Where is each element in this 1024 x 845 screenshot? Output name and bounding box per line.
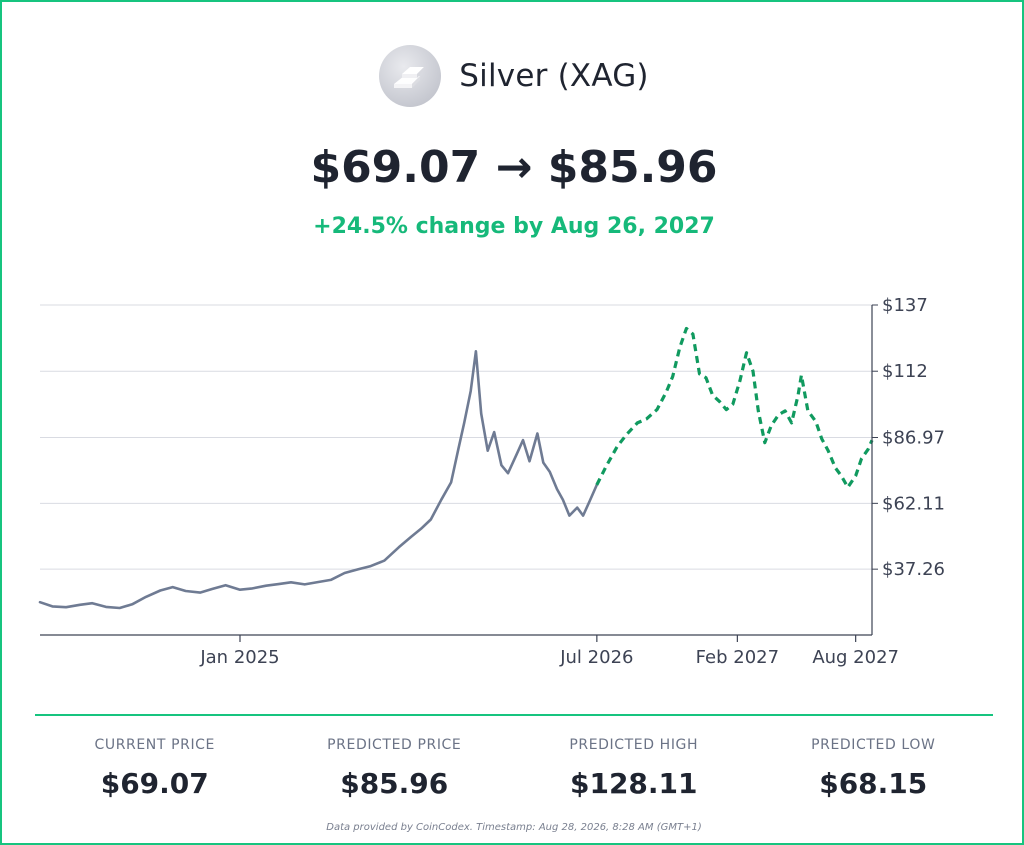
y-tick-label: $112 <box>882 361 928 382</box>
asset-header: Silver (XAG) <box>2 44 1024 108</box>
change-text: +24.5% change by Aug 26, 2027 <box>313 214 715 239</box>
series-layer <box>38 326 874 610</box>
axis-layer: $137 $112 $86.97 $62.11 $37.26 Jan 2025 Jul 20… <box>40 295 945 668</box>
stat-label: PREDICTED PRICE <box>327 737 462 753</box>
x-tick-label: Feb 2027 <box>696 647 779 668</box>
divider <box>35 714 993 716</box>
asset-name: Silver (XAG) <box>459 58 649 94</box>
stat-value: $85.96 <box>340 767 449 800</box>
stats-row: CURRENT PRICE $69.07 PREDICTED PRICE $85… <box>35 737 993 800</box>
stat-value: $69.07 <box>100 767 209 800</box>
price-chart: $137 $112 $86.97 $62.11 $37.26 Jan 2025 Jul 20… <box>38 295 945 668</box>
x-tick-label: Jan 2025 <box>199 647 279 668</box>
stat-predicted-price: PREDICTED PRICE $85.96 <box>275 737 515 800</box>
stat-predicted-low: PREDICTED LOW $68.15 <box>754 737 994 800</box>
data-source-footnote: Data provided by CoinCodex. Timestamp: A… <box>326 822 702 833</box>
stat-predicted-high: PREDICTED HIGH $128.11 <box>514 737 754 800</box>
price-transition: $69.07 → $85.96 <box>310 142 718 193</box>
stat-label: CURRENT PRICE <box>94 737 216 753</box>
stat-label: PREDICTED LOW <box>811 737 936 753</box>
y-tick-label: $137 <box>882 295 928 316</box>
stat-value: $128.11 <box>569 767 698 800</box>
stat-value: $68.15 <box>819 767 928 800</box>
y-tick-label: $62.11 <box>882 493 945 514</box>
stat-current-price: CURRENT PRICE $69.07 <box>35 737 275 800</box>
x-tick-label: Jul 2026 <box>559 647 633 668</box>
stat-label: PREDICTED HIGH <box>569 737 699 753</box>
forecast-series-line <box>595 326 874 489</box>
historical-series-line <box>38 350 599 610</box>
grid-layer <box>40 304 872 570</box>
y-tick-label: $37.26 <box>882 559 945 580</box>
x-tick-label: Aug 2027 <box>812 647 899 668</box>
silver-bars-icon <box>379 45 442 107</box>
y-tick-label: $86.97 <box>882 428 945 449</box>
